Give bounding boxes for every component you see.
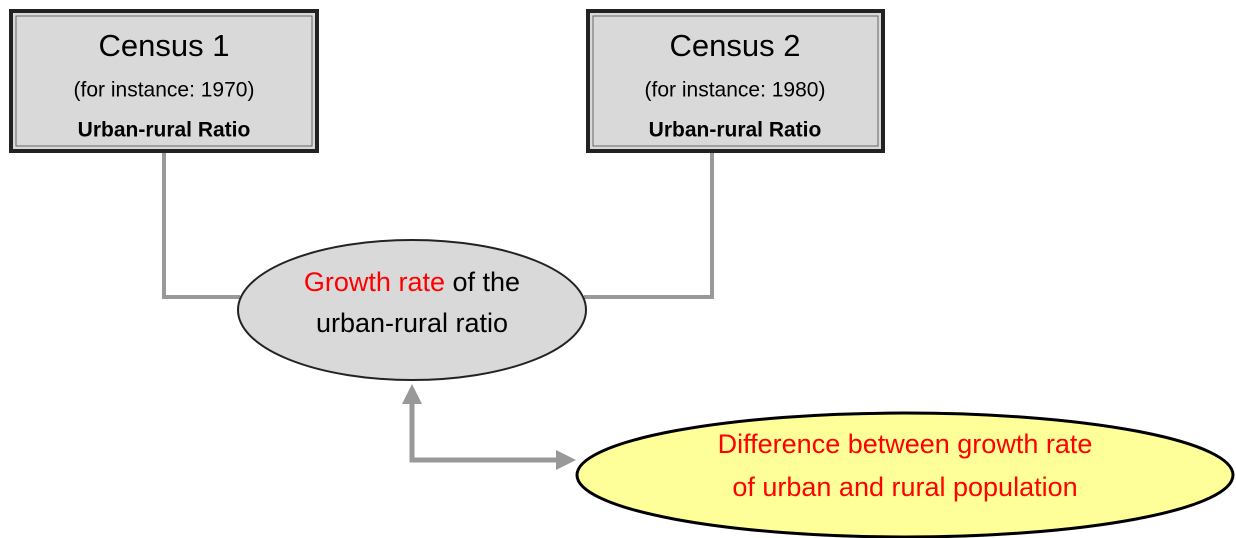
- arrow: [409, 394, 560, 463]
- box-title: Census 2: [670, 28, 801, 63]
- arrow-head: [402, 384, 422, 404]
- center-rest: of the: [453, 267, 521, 297]
- box-subtitle: (for instance: 1970): [74, 79, 255, 102]
- box-inner-border: [15, 15, 313, 147]
- census-box: [9, 9, 319, 153]
- box-inner-border: [592, 15, 879, 147]
- note-line2: of urban and rural population: [732, 472, 1077, 502]
- space: [445, 267, 453, 297]
- note-line1: Difference between growth rate: [718, 429, 1093, 459]
- box-subtitle: (for instance: 1980): [645, 79, 826, 102]
- highlight: Growth rate: [304, 267, 445, 297]
- center-line1: Growth rate of the: [304, 267, 520, 297]
- box-label: Urban-rural Ratio: [78, 119, 251, 142]
- note-ellipse: [575, 411, 1235, 538]
- box-title: Census 1: [99, 28, 230, 63]
- box-label: Urban-rural Ratio: [649, 119, 822, 142]
- arrow-head: [556, 450, 576, 470]
- connector: [584, 152, 714, 299]
- connector: [162, 152, 240, 299]
- center-ellipse: [237, 239, 587, 381]
- census-box: [586, 9, 885, 153]
- center-line2: urban-rural ratio: [316, 308, 508, 338]
